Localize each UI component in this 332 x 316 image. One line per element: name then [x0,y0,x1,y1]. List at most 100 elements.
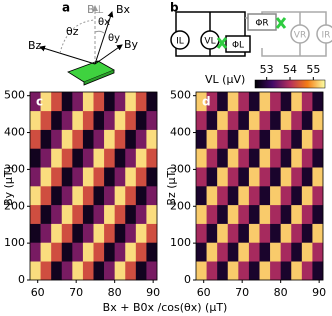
heatmap-cell [82,186,94,206]
heatmap-cell [280,242,292,262]
colorbar-tick-label: 55 [306,63,320,76]
heatmap-cell [280,129,292,149]
panel-label: c [36,95,43,109]
heatmap-cell [72,261,84,281]
sample-edge [83,70,115,86]
element-label: IR [322,31,331,41]
vector-label: Bz [28,39,42,52]
heatmap-cell [312,148,324,168]
heatmap-cell [114,186,126,206]
heatmap-cell [217,261,229,281]
angle-arc [59,19,96,54]
heatmap-cell [125,167,137,187]
heatmap-cell [51,186,63,206]
heatmap-cell [206,261,218,281]
heatmap-cell [61,223,73,243]
heatmap-cell [114,148,126,168]
heatmap-cell [61,167,73,187]
heatmap-cell [217,242,229,262]
y-tick-label: 300 [170,162,191,175]
heatmap-cell [93,167,105,187]
heatmap-cell [40,261,52,281]
heatmap-cell [312,186,324,206]
heatmap-cell [301,204,313,224]
angle-label: θx [98,17,110,28]
heatmap-cell [248,110,260,130]
heatmap-cell [238,261,250,281]
heatmap-cell [217,204,229,224]
heatmap-cell [72,167,84,187]
heatmap-cell [312,242,324,262]
heatmap-cell [82,204,94,224]
heatmap-cell [61,129,73,149]
heatmap-cell [104,186,115,206]
panel-label: b [170,1,179,15]
heatmap-cell [30,223,41,243]
heatmap-cell [206,242,218,262]
heatmap-cell [259,204,271,224]
phi-r-box [247,13,277,31]
heatmap-cell [270,129,281,149]
angle-label: θy [108,33,120,44]
y-tick-label: 0 [184,273,191,286]
heatmap-cell [114,110,126,130]
heatmap-cell [238,148,250,168]
heatmap-cell [40,204,52,224]
heatmap-cell [206,223,218,243]
heatmap-cell [227,223,239,243]
heatmap-cell [259,129,271,149]
heatmap-cell [72,148,84,168]
bx-arrow [94,11,114,65]
heatmap-cell [291,204,303,224]
heatmap-cell [135,129,147,149]
heatmap-cell [61,186,73,206]
heatmap-cell [104,204,115,224]
heatmap-cell [217,110,229,130]
ir-source [316,24,332,44]
heatmap-cell [30,167,41,187]
colorbar-tick-label: 54 [283,63,297,76]
heatmap-cell [291,186,303,206]
heatmap-cell [280,204,292,224]
heatmap-cell [217,129,229,149]
heatmap-cell [40,242,52,262]
heatmap-cell [93,92,105,112]
x-tick-label: 90 [146,286,160,299]
x-tick-label: 70 [235,286,249,299]
heatmap-cell [217,92,229,112]
heatmap-cell [82,92,94,112]
heatmap-cell [312,92,324,112]
heatmap-cell [270,186,281,206]
heatmap-cell [312,129,324,149]
heatmap-cell [82,110,94,130]
heatmap-cell [125,148,137,168]
heatmap-cell [248,223,260,243]
y-tick-label: 400 [4,126,25,139]
heatmap-cell [104,242,115,262]
heatmap-cell [227,261,239,281]
heatmap-cell [280,167,292,187]
x-tick-label: 80 [108,286,122,299]
heatmap-cell [40,186,52,206]
heatmap-cell [72,92,84,112]
heatmap-cell [146,204,158,224]
panel-label: d [202,95,211,109]
heatmap-cell [82,148,94,168]
heatmap-cell [51,261,63,281]
heatmap-cell [30,148,41,168]
element-label: VR [294,31,306,41]
x-axis-label: Bx + B0x /cos(θx) (μT) [103,301,228,314]
heatmap-cell [301,129,313,149]
x-tick-label: 90 [312,286,326,299]
heatmap-cell [248,92,260,112]
heatmap-cell [312,110,324,130]
heatmap-cell [196,223,207,243]
heatmap-cell [270,92,281,112]
heatmap-cell [238,167,250,187]
heatmap-cell [206,167,218,187]
phi-l-box [225,35,251,53]
junction-cross [216,37,228,49]
heatmap-cell [146,261,158,281]
heatmap-cell [227,129,239,149]
